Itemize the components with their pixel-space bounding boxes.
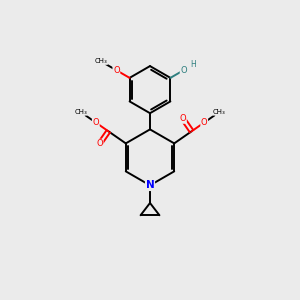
Text: H: H <box>190 60 196 69</box>
Text: O: O <box>201 118 208 127</box>
Text: CH₃: CH₃ <box>95 58 107 64</box>
Text: N: N <box>146 180 154 190</box>
Text: O: O <box>92 118 99 127</box>
Text: O: O <box>113 66 120 75</box>
Text: CH₃: CH₃ <box>74 109 87 115</box>
Text: O: O <box>180 66 187 75</box>
Text: O: O <box>180 114 186 123</box>
Text: CH₃: CH₃ <box>213 109 226 115</box>
Text: O: O <box>96 139 103 148</box>
